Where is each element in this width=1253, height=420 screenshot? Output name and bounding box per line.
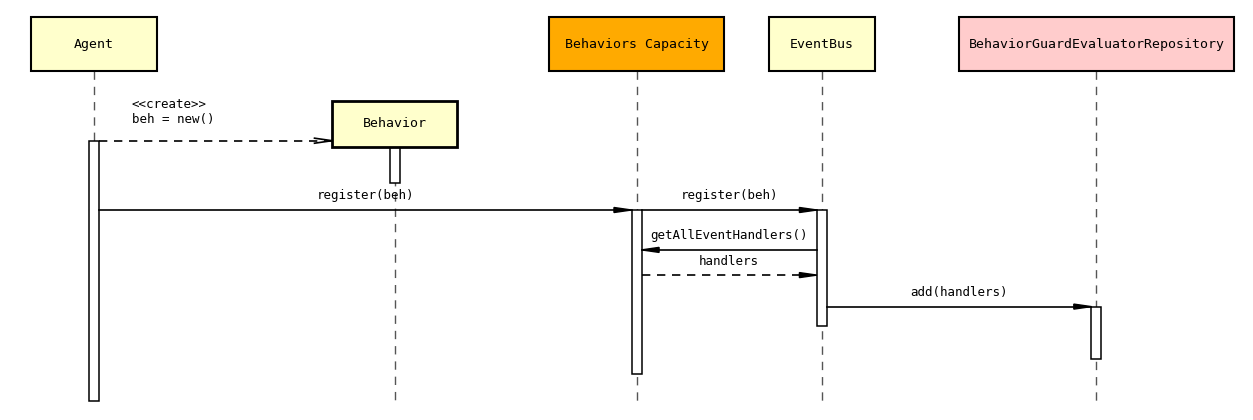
- Text: register(beh): register(beh): [317, 189, 413, 202]
- Polygon shape: [799, 207, 817, 213]
- Text: getAllEventHandlers(): getAllEventHandlers(): [650, 229, 808, 242]
- Bar: [390, 141, 400, 183]
- Bar: [769, 17, 875, 71]
- Text: Behavior: Behavior: [362, 118, 427, 130]
- Text: BehaviorGuardEvaluatorRepository: BehaviorGuardEvaluatorRepository: [969, 38, 1224, 50]
- Text: Behaviors Capacity: Behaviors Capacity: [565, 38, 708, 50]
- Bar: [1091, 307, 1101, 359]
- Bar: [89, 141, 99, 401]
- Text: add(handlers): add(handlers): [911, 286, 1007, 299]
- Bar: [549, 17, 724, 71]
- Polygon shape: [642, 247, 659, 252]
- Bar: [332, 101, 457, 147]
- Polygon shape: [614, 207, 632, 213]
- Text: register(beh): register(beh): [680, 189, 778, 202]
- Text: EventBus: EventBus: [789, 38, 855, 50]
- Text: <<create>>: <<create>>: [132, 98, 207, 111]
- Text: beh = new(): beh = new(): [132, 113, 214, 126]
- Polygon shape: [799, 273, 817, 278]
- Bar: [959, 17, 1234, 71]
- Bar: [31, 17, 157, 71]
- Text: Agent: Agent: [74, 38, 114, 50]
- Bar: [817, 210, 827, 326]
- Bar: [632, 210, 642, 374]
- Text: handlers: handlers: [699, 255, 759, 268]
- Polygon shape: [1074, 304, 1091, 309]
